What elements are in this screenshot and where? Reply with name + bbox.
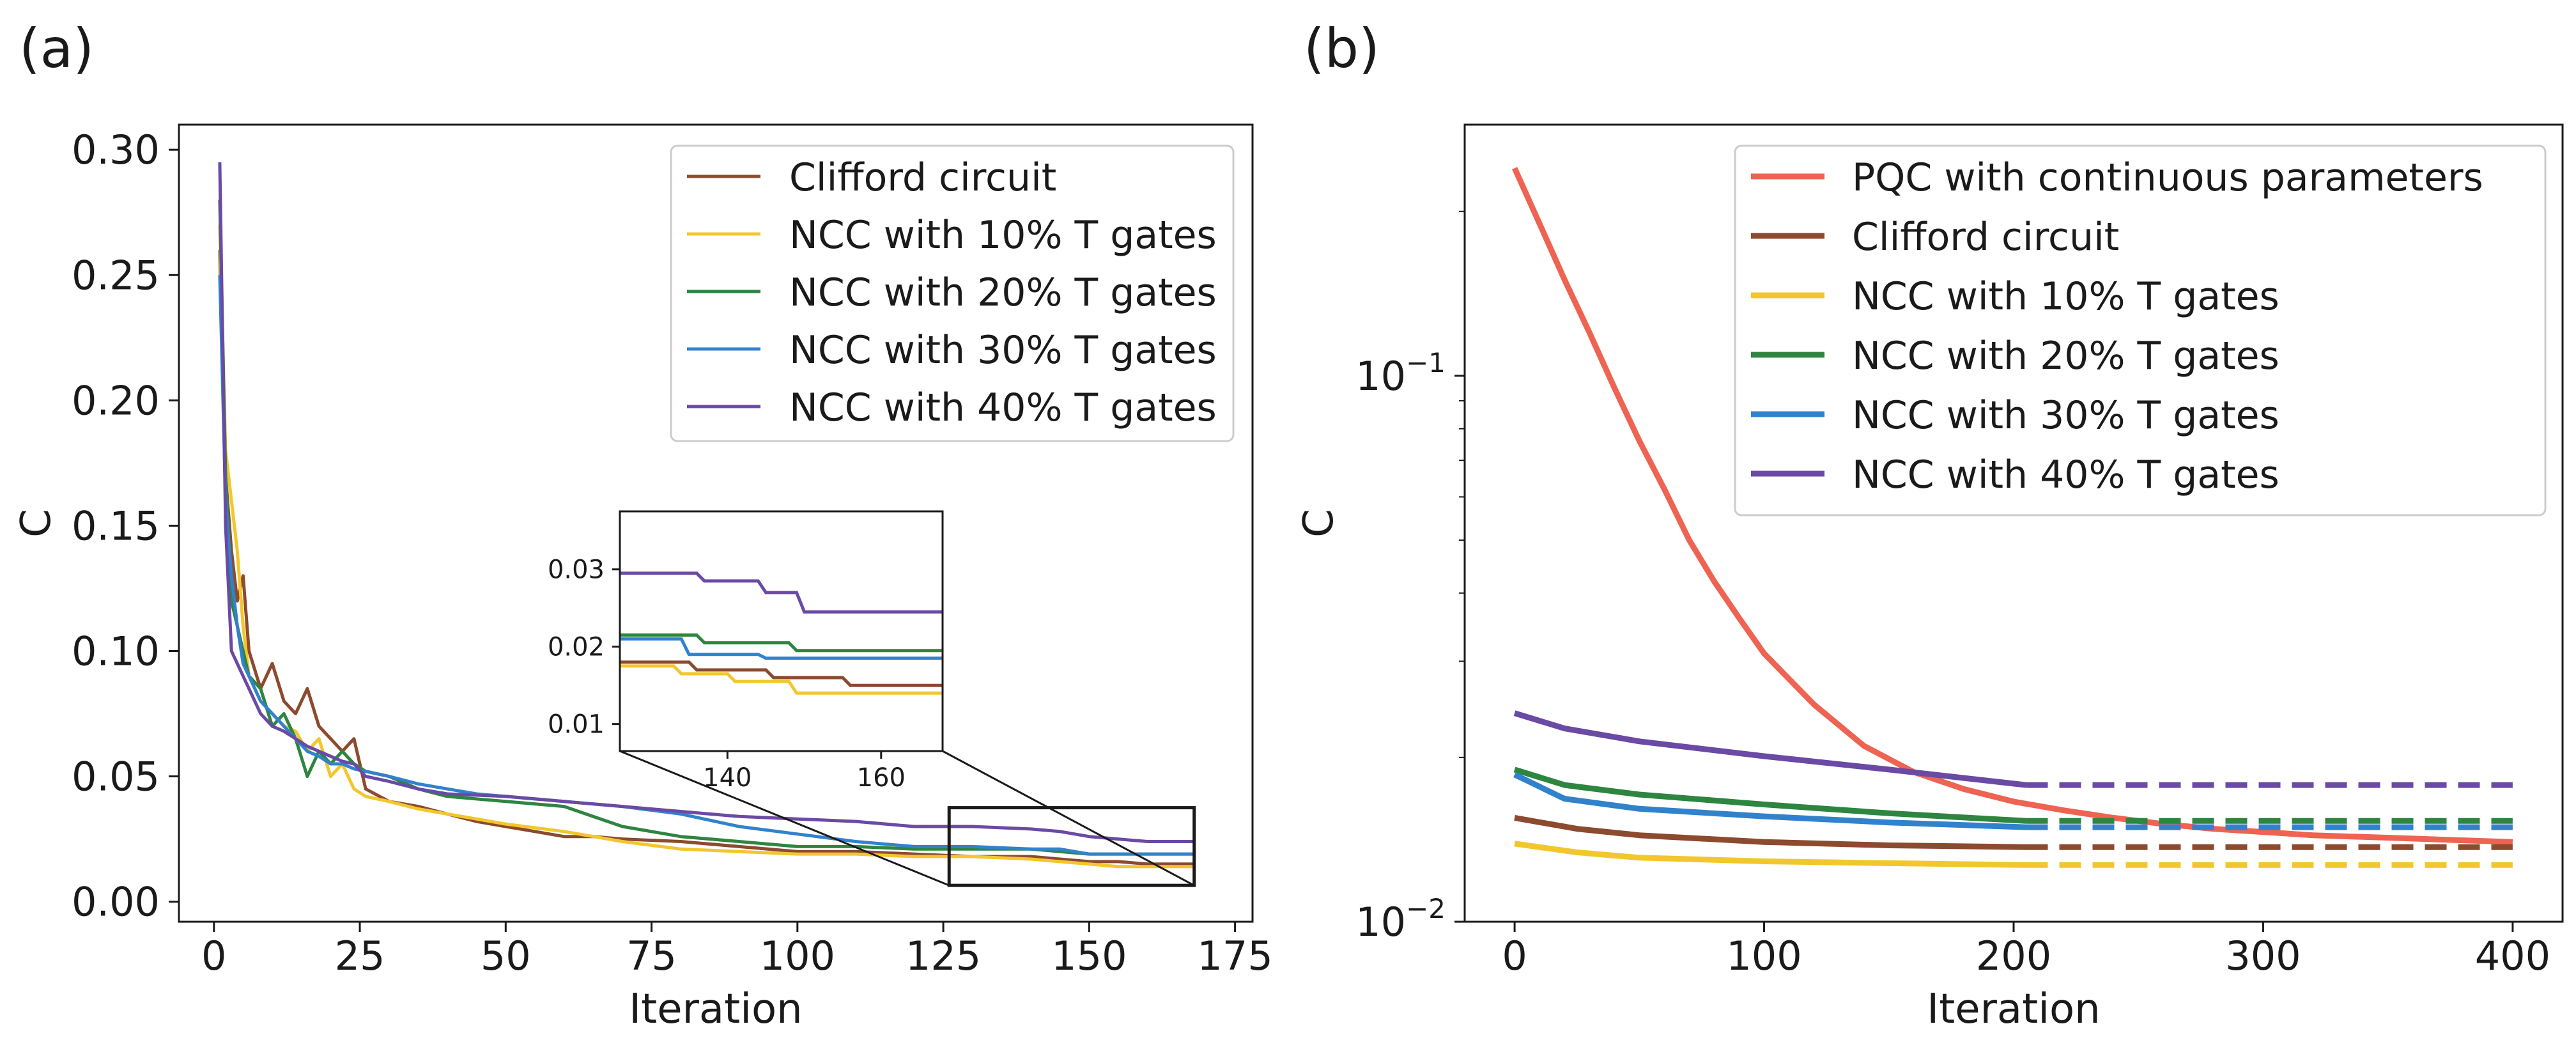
x-axis-label: Iteration bbox=[629, 986, 802, 1033]
y-tick-exponent: −2 bbox=[1406, 893, 1446, 924]
legend-label: Clifford circuit bbox=[1852, 215, 2119, 260]
x-tick-label: 75 bbox=[626, 933, 677, 979]
panel-a-label: (a) bbox=[19, 17, 94, 80]
x-tick-label: 0 bbox=[201, 933, 226, 979]
x-tick-label: 200 bbox=[1976, 933, 2051, 979]
series-line-ncc40 bbox=[1513, 710, 2027, 788]
series-line-ncc30 bbox=[1513, 772, 2026, 830]
inset-series-line-ncc30 bbox=[620, 637, 943, 660]
y-tick-label: 0.10 bbox=[72, 628, 160, 674]
x-tick-label: 175 bbox=[1197, 933, 1272, 979]
x-tick-label: 100 bbox=[760, 933, 835, 979]
inset-y-tick-label: 0.01 bbox=[548, 710, 605, 740]
inset-series-line-ncc20 bbox=[620, 633, 943, 653]
x-tick-label: 100 bbox=[1726, 933, 1801, 979]
y-tick-label: 0.05 bbox=[72, 754, 160, 800]
x-axis-label: Iteration bbox=[1927, 986, 2100, 1033]
legend-box bbox=[670, 144, 1235, 442]
legend-label: NCC with 40% T gates bbox=[789, 385, 1217, 430]
series-line-ncc20 bbox=[1513, 766, 2026, 824]
x-tick-label: 300 bbox=[2225, 933, 2301, 979]
y-tick-label: 0.15 bbox=[72, 502, 160, 549]
inset-series-line-ncc10 bbox=[620, 664, 943, 695]
legend-label: NCC with 20% T gates bbox=[789, 270, 1217, 315]
zoom-region-box bbox=[947, 806, 1196, 887]
y-tick-label: 0.30 bbox=[72, 127, 160, 173]
inset-y-tick-label: 0.02 bbox=[548, 633, 605, 662]
series-line-ncc40 bbox=[218, 162, 1194, 843]
legend-label: NCC with 30% T gates bbox=[789, 328, 1217, 373]
y-tick-base: 10 bbox=[1355, 899, 1406, 945]
chart-a: 0 25 50 75 100 125 150 175 0.00 0.05 0.10 0.15 0.20 0… bbox=[13, 123, 1273, 1033]
plot-frame bbox=[178, 123, 1254, 923]
inset-x-tick-label: 160 bbox=[857, 763, 906, 793]
inset-series-line-ncc40 bbox=[620, 571, 943, 614]
y-axis-label: C bbox=[1295, 509, 1343, 538]
y-tick-base: 10 bbox=[1355, 353, 1406, 400]
legend-label: NCC with 30% T gates bbox=[1852, 393, 2279, 438]
x-tick-label: 0 bbox=[1502, 933, 1527, 979]
zoom-connector-line bbox=[619, 750, 950, 887]
y-axis-label: C bbox=[13, 509, 60, 538]
legend-label: NCC with 10% T gates bbox=[1852, 274, 2279, 319]
inset-x-tick-label: 140 bbox=[703, 763, 752, 793]
zoom-connector-line bbox=[942, 750, 1195, 887]
legend-label: NCC with 40% T gates bbox=[1852, 453, 2279, 497]
series-line-pqc bbox=[1511, 167, 2513, 845]
legend-box bbox=[1734, 144, 2547, 516]
inset-series-line-clifford bbox=[620, 660, 943, 687]
series-line-clifford bbox=[1514, 814, 2026, 850]
legend-label: Clifford circuit bbox=[789, 155, 1056, 200]
y-tick-label: 0.25 bbox=[72, 252, 160, 299]
x-tick-label: 125 bbox=[906, 933, 981, 979]
legend-label: PQC with continuous parameters bbox=[1852, 155, 2483, 200]
y-tick-label: 10−1 bbox=[1355, 347, 1446, 400]
x-tick-label: 50 bbox=[481, 933, 531, 979]
panel-b-label: (b) bbox=[1304, 17, 1380, 80]
legend-label: NCC with 20% T gates bbox=[1852, 334, 2279, 378]
y-tick-label: 10−2 bbox=[1355, 893, 1446, 945]
series-line-ncc30 bbox=[218, 275, 1194, 856]
legend-label: NCC with 10% T gates bbox=[789, 213, 1217, 258]
x-tick-label: 150 bbox=[1051, 933, 1127, 979]
x-tick-label: 400 bbox=[2475, 933, 2550, 979]
series-line-ncc10 bbox=[1514, 841, 2026, 868]
y-tick-label: 0.00 bbox=[72, 879, 160, 926]
inset-background bbox=[620, 511, 943, 751]
y-tick-label: 0.20 bbox=[72, 377, 160, 424]
inset-frame bbox=[619, 510, 944, 752]
y-tick-exponent: −1 bbox=[1406, 347, 1446, 378]
inset-y-tick-label: 0.03 bbox=[548, 555, 605, 585]
x-tick-label: 25 bbox=[335, 933, 385, 979]
